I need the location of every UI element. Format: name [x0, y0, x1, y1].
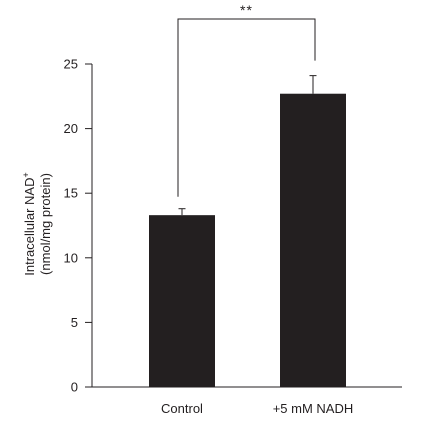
x-axis: Control +5 mM NADH	[92, 386, 402, 416]
bar	[280, 93, 346, 387]
y-axis-label-unit: (nmol/mg protein)	[38, 173, 53, 275]
y-axis: 0 5 10 15 20 25	[64, 57, 93, 395]
y-tick-label: 10	[64, 250, 78, 265]
bars	[149, 75, 346, 387]
significance-label: **	[240, 2, 253, 18]
significance-bracket: **	[177, 2, 316, 197]
significance-line	[177, 18, 316, 197]
bar	[149, 215, 215, 387]
y-tick-label: 15	[64, 186, 78, 201]
y-tick-label: 25	[64, 57, 78, 72]
y-axis-label: Intracellular NAD+	[21, 172, 37, 276]
y-tick-label: 5	[71, 315, 78, 330]
x-category-label: +5 mM NADH	[273, 401, 354, 416]
y-axis-label-superscript: +	[21, 172, 31, 177]
x-category-label: Control	[161, 401, 203, 416]
y-tick-label: 20	[64, 121, 78, 136]
y-tick-label: 0	[71, 380, 78, 395]
